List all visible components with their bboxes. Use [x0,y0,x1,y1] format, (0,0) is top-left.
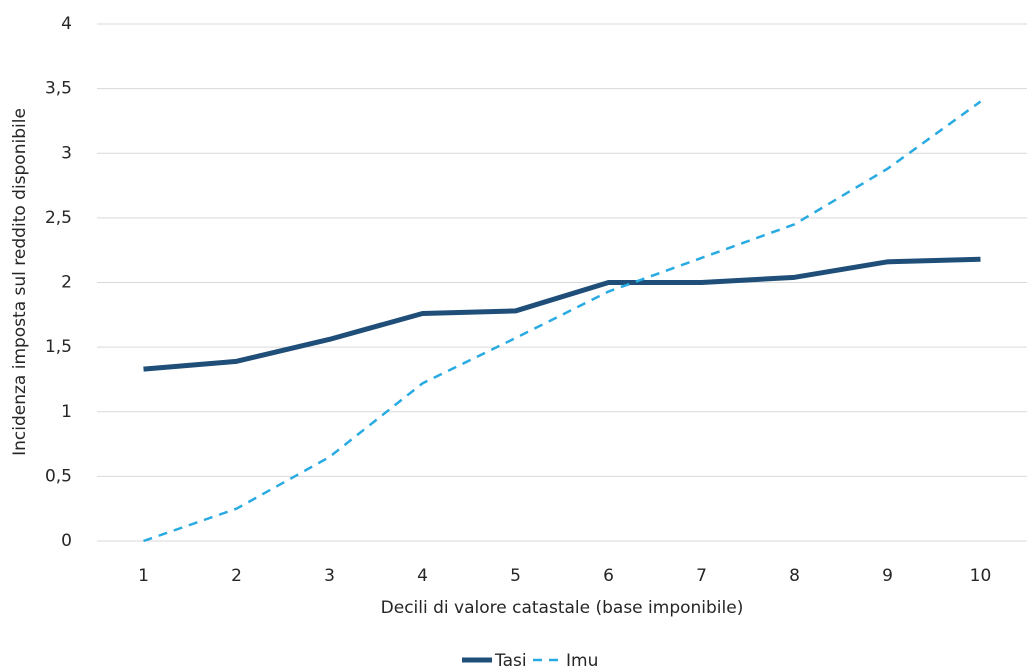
x-tick-label: 6 [603,566,614,586]
x-tick-label: 7 [696,566,707,586]
y-tick-label: 1 [61,402,72,422]
y-tick-label: 1,5 [45,337,72,357]
y-tick-label: 2 [61,273,72,293]
x-tick-label: 2 [231,566,242,586]
y-tick-label: 0 [61,531,72,551]
y-tick-label: 4 [61,14,72,34]
x-tick-label: 4 [417,566,428,586]
x-tick-label: 3 [324,566,335,586]
x-tick-label: 1 [138,566,149,586]
x-tick-label: 10 [970,566,992,586]
legend-label: Imu [566,651,598,671]
y-axis-title: Incidenza imposta sul reddito disponibil… [10,108,30,456]
y-tick-label: 3,5 [45,79,72,99]
x-tick-label: 5 [510,566,521,586]
x-tick-label: 8 [789,566,800,586]
legend-label: Tasi [494,651,527,671]
x-axis-title: Decili di valore catastale (base imponib… [381,598,744,618]
y-tick-label: 3 [61,143,72,163]
series-line [143,100,982,543]
y-tick-label: 2,5 [45,208,72,228]
series-line [143,256,981,372]
y-tick-label: 0,5 [45,466,72,486]
x-tick-label: 9 [882,566,893,586]
